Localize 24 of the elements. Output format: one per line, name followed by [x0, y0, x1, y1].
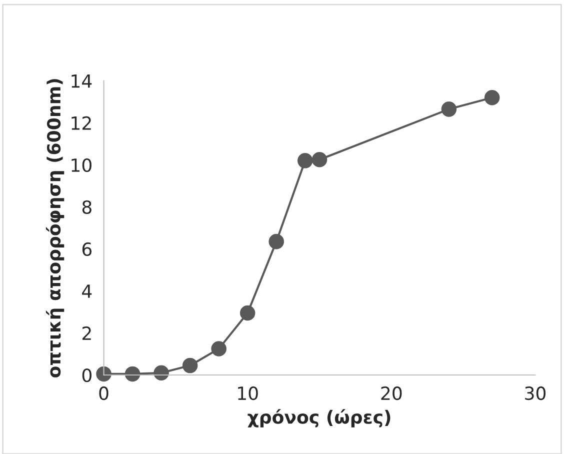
x-axis-title: χρόνος (ώρες): [248, 409, 390, 428]
y-axis-title: οπτική απορρόφηση (600nm): [46, 79, 64, 378]
y-tick-label: 6: [82, 242, 92, 256]
point: [240, 305, 256, 321]
point: [211, 341, 226, 356]
y-tick-label: 10: [72, 158, 92, 172]
x-tick-label: 30: [525, 386, 546, 400]
y-tick-label: 12: [72, 116, 91, 130]
x-tick-label: 10: [238, 386, 258, 400]
x-tick-label: 0: [99, 386, 108, 400]
y-tick-label: 4: [82, 284, 92, 298]
point: [441, 102, 457, 117]
point: [124, 366, 140, 382]
point: [154, 365, 169, 381]
point: [297, 153, 313, 168]
y-tick-label: 8: [82, 200, 92, 214]
point: [182, 358, 198, 374]
x-tick-label: 20: [381, 386, 402, 400]
point: [312, 152, 328, 168]
y-tick-label: 0: [82, 368, 92, 382]
y-tick-label: 2: [82, 326, 91, 340]
point: [268, 234, 284, 250]
y-tick-label: 14: [72, 74, 92, 88]
point: [484, 90, 500, 106]
